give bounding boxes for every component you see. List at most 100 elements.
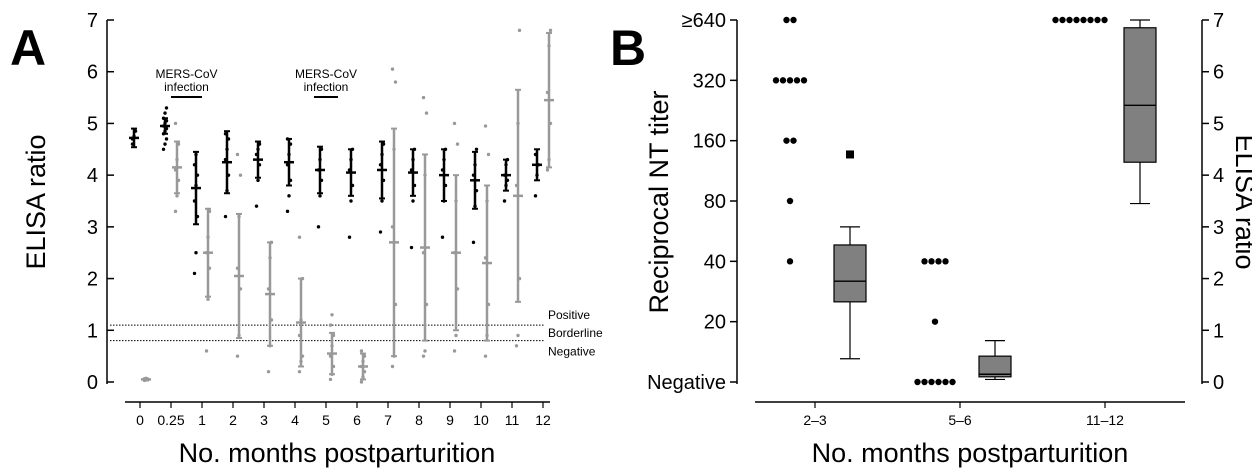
dams-data-point	[226, 137, 231, 141]
dams-data-point	[440, 235, 445, 239]
calves-data-point	[237, 214, 241, 219]
left-tick-label: ≥640	[682, 10, 726, 32]
dams-data-point	[349, 157, 353, 162]
calves-data-point	[328, 354, 333, 358]
dams-data-point	[319, 178, 324, 183]
calves-data-point	[362, 369, 367, 374]
y-tick-label: 2	[87, 269, 98, 291]
left-tick-label: 40	[704, 251, 726, 273]
dams-data-point	[440, 168, 445, 172]
x-tick-label: 6	[353, 412, 361, 428]
dams-data-point	[381, 142, 386, 146]
calves-data-point	[483, 354, 488, 358]
dams-data-point	[349, 199, 353, 203]
dams-data-point	[535, 173, 539, 177]
dams-data-point	[533, 152, 538, 157]
x-tick-label: 11–12	[1086, 412, 1124, 428]
panel-a-x-ticks: 0 0.25 1 2 3 4 5 6 7 8 9 10 11 12	[136, 402, 551, 428]
dams-data-point	[474, 147, 479, 151]
dams-data-point	[161, 147, 166, 151]
calves-data-point	[452, 121, 457, 126]
calves-data-point	[176, 178, 181, 183]
dams-data-point	[504, 183, 508, 188]
calves-data-point	[392, 354, 396, 358]
dams-data-point	[163, 129, 167, 133]
calves-data-point	[266, 287, 271, 291]
nt-titer-point	[800, 77, 808, 84]
panel-a-thresholds: Positive Borderline Negative	[110, 308, 603, 359]
dams-data-point	[161, 132, 166, 136]
y-tick-label: 4	[87, 165, 98, 187]
dams-data-point	[164, 119, 169, 123]
x-tick-label: 5	[322, 412, 330, 428]
dams-data-point	[256, 178, 260, 183]
x-tick-label: 2	[229, 412, 237, 428]
nt-titer-point	[935, 258, 942, 265]
calves-data-point	[421, 251, 426, 255]
nt-titer-point	[783, 16, 790, 24]
x-tick-label: 0.25	[157, 412, 184, 428]
dams-data-point	[163, 111, 167, 115]
calves-data-point	[483, 124, 488, 128]
dams-data-point	[318, 194, 322, 198]
dams-data-point	[133, 129, 138, 133]
calves-data-point	[390, 225, 395, 229]
y-tick-label: 3	[87, 217, 98, 239]
calves-data-point	[206, 297, 210, 301]
calves-data-point	[300, 276, 305, 281]
dams-data-point	[287, 194, 291, 198]
dams-data-point	[443, 183, 448, 188]
calves-data-point	[548, 28, 553, 33]
calves-data-point	[455, 142, 460, 146]
calves-data-point	[393, 302, 398, 307]
left-tick-label: Negative	[647, 372, 726, 394]
dams-data-point	[164, 126, 169, 131]
dams-data-point	[257, 142, 262, 146]
right-tick-label: 0	[1213, 372, 1224, 394]
right-tick-label: 7	[1213, 10, 1224, 32]
panel-a-series	[129, 28, 554, 384]
x-tick-label: 7	[384, 412, 392, 428]
dams-data-point	[471, 240, 476, 245]
dams-data-point	[409, 168, 414, 172]
nt-titer-point	[772, 77, 780, 84]
threshold-label: Negative	[548, 345, 596, 359]
calves-data-point	[390, 67, 395, 71]
calves-data-point	[299, 359, 303, 364]
right-tick-label: 1	[1213, 320, 1224, 342]
calves-data-point	[359, 364, 364, 369]
calves-data-point	[547, 157, 551, 162]
nt-titer-point	[921, 258, 928, 265]
calves-data-point	[454, 199, 458, 203]
calves-data-point	[359, 349, 364, 353]
nt-titer-point	[790, 16, 797, 24]
x-tick-label: 11	[505, 412, 520, 428]
dams-data-point	[195, 214, 200, 219]
nt-titer-point	[949, 378, 956, 386]
nt-titer-point	[942, 378, 949, 386]
right-tick-label: 4	[1213, 165, 1224, 187]
dams-data-point	[443, 147, 448, 151]
dams-data-point	[471, 173, 476, 177]
dams-data-point	[350, 147, 355, 151]
calves-data-point	[176, 142, 181, 146]
calves-data-point	[331, 333, 336, 338]
dams-data-point	[504, 163, 508, 167]
nt-titer-point	[779, 77, 787, 84]
left-tick-label: 80	[704, 191, 726, 213]
dams-data-point	[192, 163, 197, 167]
dams-data-point	[318, 157, 322, 162]
calves-data-point	[545, 90, 550, 95]
annotation-label: MERS-CoV	[295, 67, 357, 81]
dams-data-point	[536, 163, 541, 167]
calves-data-point	[206, 235, 210, 239]
panel-b-elisa-boxes	[833, 19, 1157, 381]
y-tick-label: 5	[87, 113, 98, 135]
calves-data-point	[173, 168, 178, 172]
nt-titer-point	[786, 197, 794, 205]
dams-data-point	[285, 209, 290, 214]
x-tick-label: 12	[535, 412, 551, 428]
calves-data-point	[330, 344, 334, 348]
